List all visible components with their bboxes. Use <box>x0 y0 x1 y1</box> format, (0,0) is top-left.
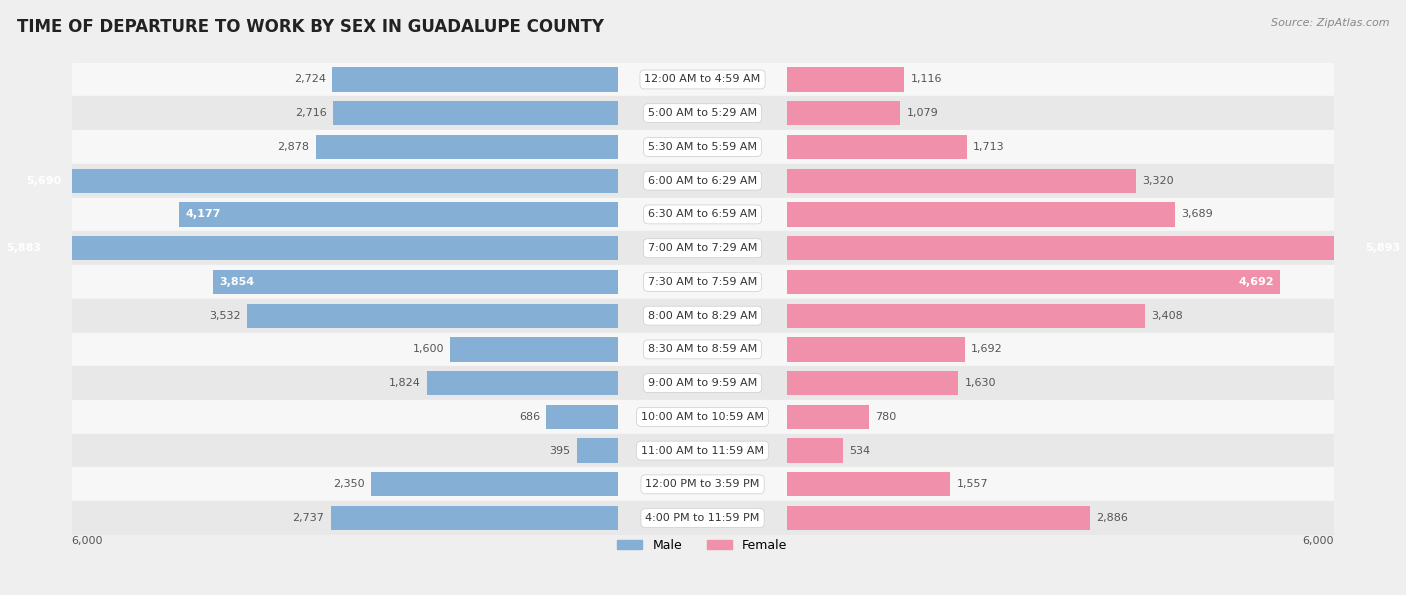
Bar <box>330 506 619 530</box>
Legend: Male, Female: Male, Female <box>613 534 793 557</box>
Bar <box>787 236 1406 261</box>
Bar <box>547 405 619 429</box>
Bar <box>787 270 1279 294</box>
Bar <box>787 101 900 126</box>
Text: 5:00 AM to 5:29 AM: 5:00 AM to 5:29 AM <box>648 108 756 118</box>
Text: 8:00 AM to 8:29 AM: 8:00 AM to 8:29 AM <box>648 311 758 321</box>
Bar <box>72 265 1333 299</box>
Text: 2,886: 2,886 <box>1097 513 1129 523</box>
Text: 4,177: 4,177 <box>186 209 221 220</box>
Bar <box>0 236 619 261</box>
Text: 2,716: 2,716 <box>295 108 326 118</box>
Bar <box>72 501 1333 535</box>
Text: 12:00 PM to 3:59 PM: 12:00 PM to 3:59 PM <box>645 480 759 489</box>
Bar <box>426 371 619 395</box>
Text: 5,690: 5,690 <box>27 176 62 186</box>
Bar <box>371 472 619 496</box>
Bar <box>787 405 869 429</box>
Text: 12:00 AM to 4:59 AM: 12:00 AM to 4:59 AM <box>644 74 761 84</box>
Text: 5,893: 5,893 <box>1365 243 1400 253</box>
Text: 2,737: 2,737 <box>292 513 325 523</box>
Bar <box>72 231 1333 265</box>
Bar <box>450 337 619 362</box>
Text: 395: 395 <box>550 446 571 456</box>
Bar <box>72 400 1333 434</box>
Text: 7:30 AM to 7:59 AM: 7:30 AM to 7:59 AM <box>648 277 758 287</box>
Text: 4,692: 4,692 <box>1239 277 1274 287</box>
Text: 1,692: 1,692 <box>972 345 1002 355</box>
Bar <box>214 270 619 294</box>
Text: Source: ZipAtlas.com: Source: ZipAtlas.com <box>1271 18 1389 28</box>
Text: 7:00 AM to 7:29 AM: 7:00 AM to 7:29 AM <box>648 243 758 253</box>
Bar <box>787 439 842 463</box>
Text: 6:30 AM to 6:59 AM: 6:30 AM to 6:59 AM <box>648 209 756 220</box>
Text: 2,350: 2,350 <box>333 480 366 489</box>
Bar <box>72 299 1333 333</box>
Text: 3,532: 3,532 <box>209 311 240 321</box>
Bar <box>316 135 619 159</box>
Bar <box>72 333 1333 367</box>
Bar <box>787 67 904 92</box>
Text: 4:00 PM to 11:59 PM: 4:00 PM to 11:59 PM <box>645 513 759 523</box>
Text: 1,713: 1,713 <box>973 142 1005 152</box>
Bar <box>72 367 1333 400</box>
Text: 1,630: 1,630 <box>965 378 995 388</box>
Bar <box>72 164 1333 198</box>
Text: TIME OF DEPARTURE TO WORK BY SEX IN GUADALUPE COUNTY: TIME OF DEPARTURE TO WORK BY SEX IN GUAD… <box>17 18 603 36</box>
Text: 8:30 AM to 8:59 AM: 8:30 AM to 8:59 AM <box>648 345 758 355</box>
Text: 1,824: 1,824 <box>388 378 420 388</box>
Text: 1,079: 1,079 <box>907 108 938 118</box>
Bar <box>787 337 965 362</box>
Bar <box>787 202 1174 227</box>
Bar <box>576 439 619 463</box>
Bar <box>20 168 619 193</box>
Bar <box>72 96 1333 130</box>
Text: 2,724: 2,724 <box>294 74 326 84</box>
Bar <box>787 371 957 395</box>
Text: 1,600: 1,600 <box>412 345 444 355</box>
Text: 2,878: 2,878 <box>277 142 309 152</box>
Text: 3,320: 3,320 <box>1142 176 1174 186</box>
Text: 5:30 AM to 5:59 AM: 5:30 AM to 5:59 AM <box>648 142 756 152</box>
Bar <box>333 101 619 126</box>
Text: 11:00 AM to 11:59 AM: 11:00 AM to 11:59 AM <box>641 446 763 456</box>
Bar <box>72 130 1333 164</box>
Text: 5,883: 5,883 <box>6 243 41 253</box>
Bar <box>787 135 967 159</box>
Text: 3,854: 3,854 <box>219 277 254 287</box>
Text: 3,408: 3,408 <box>1152 311 1182 321</box>
Text: 3,689: 3,689 <box>1181 209 1213 220</box>
Text: 1,116: 1,116 <box>910 74 942 84</box>
Bar <box>247 303 619 328</box>
Bar <box>787 303 1144 328</box>
Text: 9:00 AM to 9:59 AM: 9:00 AM to 9:59 AM <box>648 378 758 388</box>
Bar <box>787 168 1136 193</box>
Bar <box>72 198 1333 231</box>
Bar <box>787 506 1090 530</box>
Text: 6,000: 6,000 <box>1302 536 1333 546</box>
Text: 534: 534 <box>849 446 870 456</box>
Text: 6,000: 6,000 <box>72 536 103 546</box>
Text: 1,557: 1,557 <box>956 480 988 489</box>
Bar <box>179 202 619 227</box>
Text: 6:00 AM to 6:29 AM: 6:00 AM to 6:29 AM <box>648 176 756 186</box>
Bar <box>787 472 950 496</box>
Bar <box>72 62 1333 96</box>
Bar <box>72 468 1333 501</box>
Text: 10:00 AM to 10:59 AM: 10:00 AM to 10:59 AM <box>641 412 763 422</box>
Bar <box>72 434 1333 468</box>
Bar <box>332 67 619 92</box>
Text: 686: 686 <box>519 412 540 422</box>
Text: 780: 780 <box>875 412 896 422</box>
